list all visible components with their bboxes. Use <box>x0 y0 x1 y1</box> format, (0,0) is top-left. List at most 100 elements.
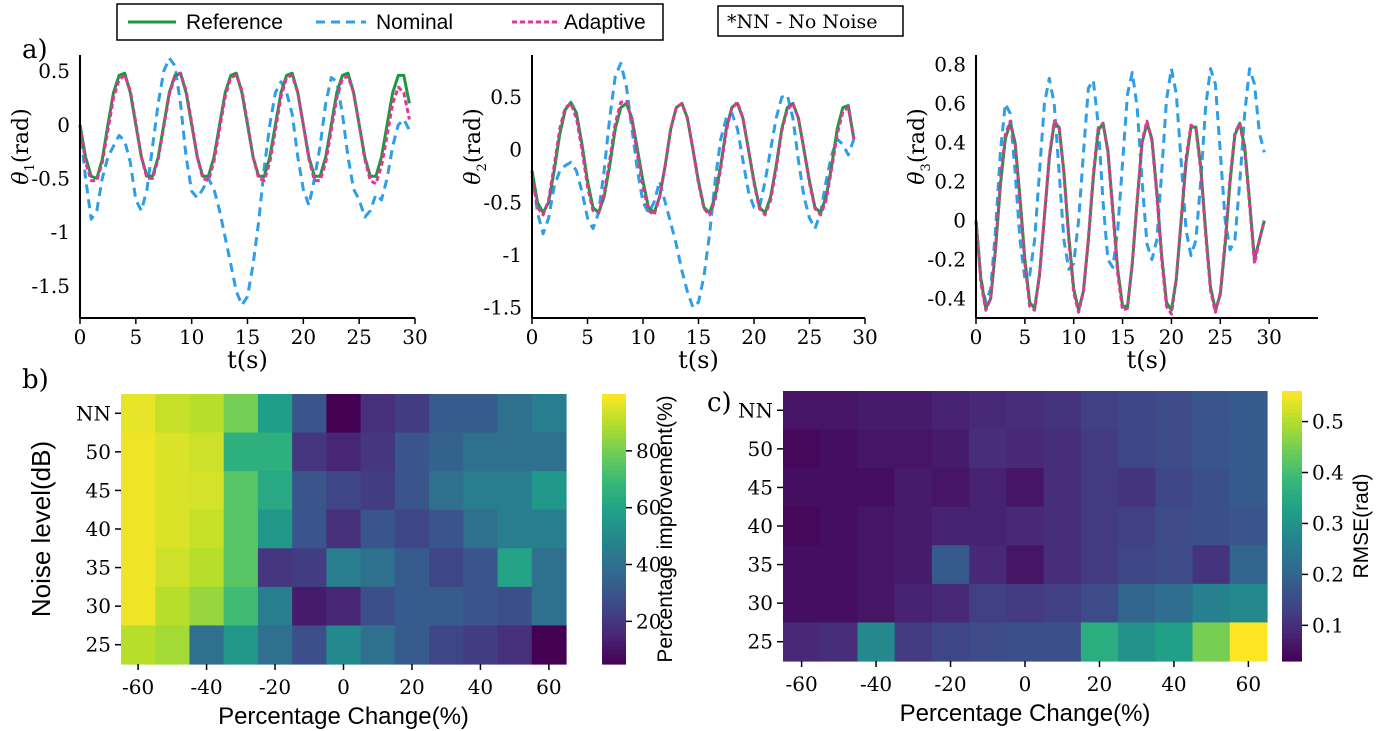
heatmap-cell <box>257 394 293 434</box>
heatmap-cell <box>497 625 533 665</box>
colorbar-segment <box>602 434 626 440</box>
heatmap-cell <box>857 429 896 469</box>
colorbar-segment <box>602 398 626 404</box>
colorbar-segment <box>1282 499 1302 505</box>
colorbar-segment <box>602 457 626 463</box>
heatmap-cell <box>820 506 859 546</box>
heatmap-cell <box>121 471 156 511</box>
heatmap-cell <box>223 586 259 627</box>
colorbar-segment <box>602 646 626 652</box>
y-axis-label: θ2(rad) <box>461 108 490 184</box>
heatmap-cell <box>1080 583 1119 624</box>
y-tick-label: -0.2 <box>927 248 966 272</box>
heatmap-cell <box>326 432 362 472</box>
colorbar-segment <box>1282 395 1302 401</box>
heatmap-cell <box>394 471 430 511</box>
heatmap-cell <box>394 394 430 434</box>
heatmap-cell <box>783 583 821 624</box>
y-tick-label: 0.4 <box>934 131 966 155</box>
series-line-nominal <box>974 67 1266 304</box>
colorbar-segment <box>602 574 626 580</box>
x-axis-label: t(s) <box>227 346 268 374</box>
colorbar-segment <box>1282 638 1302 644</box>
colorbar-segment <box>602 448 626 454</box>
heatmap-cell <box>497 432 533 472</box>
heatmap-cell <box>1155 545 1194 585</box>
heatmap-cell <box>394 548 430 588</box>
x-tick-label: 20 <box>1159 325 1184 349</box>
y-tick-label: -0.5 <box>483 190 522 214</box>
colorbar-segment <box>1282 647 1302 653</box>
heatmap-cell <box>326 471 362 511</box>
heatmap-cell <box>1006 429 1045 469</box>
y-tick-label: 40 <box>86 517 111 541</box>
colorbar-segment <box>602 421 626 427</box>
colorbar-segment <box>1282 503 1302 509</box>
x-tick-label: 20 <box>291 325 316 349</box>
heatmap-cell <box>1192 506 1231 546</box>
y-tick-label: 0.5 <box>38 59 70 83</box>
x-tick-label: -40 <box>860 672 892 696</box>
colorbar: 0.1 0.2 0.3 0.4 0.5 RMSE(rad) <box>1282 391 1373 662</box>
heatmap-cell <box>189 625 225 665</box>
heatmap-cell <box>223 394 259 434</box>
colorbar-segment <box>602 601 626 607</box>
colorbar-segment <box>602 637 626 643</box>
colorbar-segment <box>1282 472 1302 478</box>
heatmap-cell <box>497 471 533 511</box>
heatmap-cell <box>969 429 1007 469</box>
colorbar-segment <box>602 394 626 400</box>
heatmap-cell <box>155 586 191 627</box>
heatmap-cell <box>531 432 567 472</box>
colorbar-segment <box>602 439 626 445</box>
heatmap-cell <box>121 548 156 588</box>
x-axis-label: Percentage Change(%) <box>900 700 1151 727</box>
colorbar-tick-label: 0.5 <box>1312 410 1344 434</box>
colorbar-segment <box>1282 656 1302 662</box>
heatmap-cell <box>326 548 362 588</box>
x-tick-label: 20 <box>399 675 424 699</box>
colorbar-segment <box>1282 449 1302 455</box>
colorbar-segment <box>1282 629 1302 635</box>
note-frame <box>717 5 904 37</box>
heatmap-cell <box>326 586 362 627</box>
heatmap-cell <box>257 625 293 665</box>
y-axis-label-unit: (rad) <box>9 108 34 163</box>
heatmap-cell <box>1192 583 1231 624</box>
colorbar-segment <box>1282 400 1302 406</box>
colorbar-segment <box>602 403 626 409</box>
colorbar-segment <box>602 614 626 620</box>
x-tick-label: -20 <box>934 672 966 696</box>
heatmap-cell <box>1192 391 1231 431</box>
heatmap-cell <box>1080 468 1119 508</box>
colorbar-segment <box>1282 508 1302 514</box>
panel-label-b: b) <box>22 365 49 395</box>
colorbar-tick-label: 0.2 <box>1312 562 1344 586</box>
heatmap-cell <box>783 391 821 431</box>
y-axis-label-unit: (rad) <box>905 108 930 163</box>
colorbar-segment <box>1282 607 1302 613</box>
heatmap-cell <box>497 548 533 588</box>
colorbar-segment <box>1282 526 1302 532</box>
y-axis-label-subscript: 2 <box>475 163 490 171</box>
heatmap-cell <box>1043 391 1082 431</box>
y-axis-label: θ1(rad) <box>9 108 38 184</box>
panel-label-c: c) <box>707 388 732 418</box>
y-tick-label: 45 <box>86 478 111 502</box>
heatmap-cell <box>1229 583 1268 624</box>
colorbar-segment <box>602 506 626 512</box>
heatmap-cell <box>121 509 156 549</box>
heatmap-cell <box>497 394 533 434</box>
x-tick-label: 5 <box>129 325 142 349</box>
colorbar-segment <box>1282 620 1302 626</box>
heatmap-cell <box>1118 583 1156 624</box>
heatmap-cell <box>360 548 396 588</box>
legend-label-reference: Reference <box>186 11 283 34</box>
colorbar-segment <box>1282 580 1302 586</box>
heatmap-cell <box>1155 468 1194 508</box>
colorbar-segment <box>1282 553 1302 559</box>
heatmap-cell <box>121 625 156 665</box>
heatmap-cell <box>463 586 499 627</box>
y-tick-label: 0.2 <box>934 170 966 194</box>
